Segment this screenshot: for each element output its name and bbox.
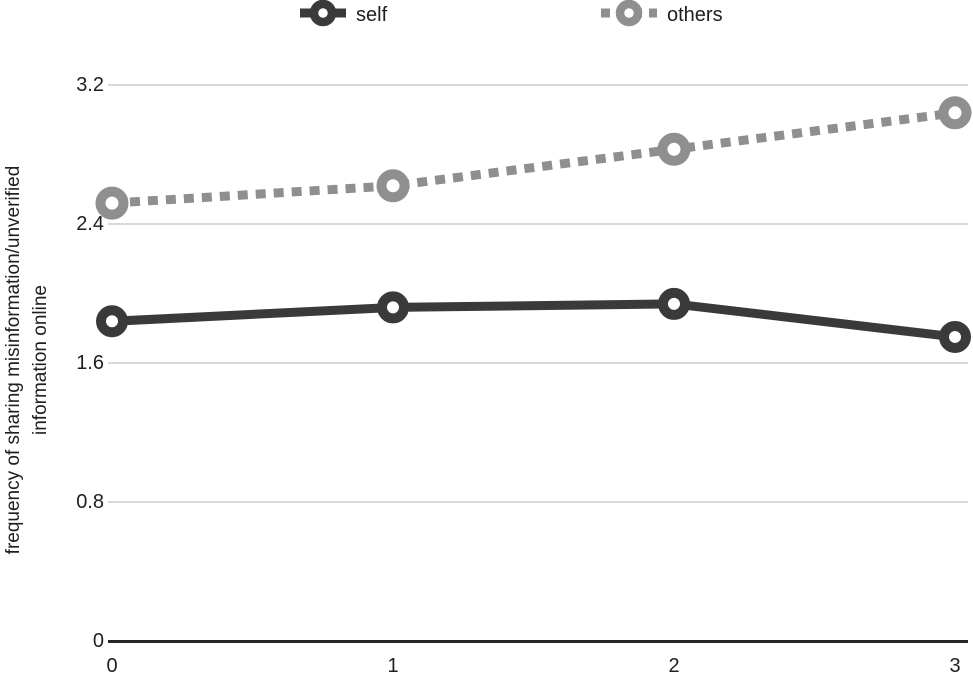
series-line-self [111,299,956,342]
marker-self-x1 [377,291,409,324]
marker-self-x2 [658,287,690,320]
gridline-1.6 [108,362,968,364]
gridline-0.8 [108,501,968,503]
x-axis-line [108,639,968,643]
marker-others-x3 [938,96,972,130]
x-tick-label-3: 3 [949,655,961,677]
marker-others-x2 [657,132,691,166]
x-tick-label-1: 1 [387,655,399,677]
legend-swatch-self-svg [300,0,346,26]
x-tick-label-0: 0 [106,655,118,677]
y-tick-label-0.8: 0.8 [76,491,104,513]
legend-label-self: self [356,4,388,26]
gridline-3.2 [108,84,968,86]
marker-self-x0 [96,305,128,338]
legend-swatch-others-line-marker [600,0,658,33]
y-tick-label-1.6: 1.6 [76,352,104,374]
x-tick-label-2: 2 [668,655,680,677]
y-tick-label-2.4: 2.4 [76,213,104,235]
y-tick-label-0: 0 [92,630,104,652]
legend-swatch-self-line-marker [299,0,347,33]
marker-others-x1 [376,169,410,203]
y-tick-label-3.2: 3.2 [76,74,104,96]
gridline-2.4 [108,223,968,225]
marker-others-x0 [95,186,129,220]
legend-swatch-others-svg [601,0,657,26]
legend-label-others: others [667,4,723,26]
series-line-others [111,108,956,208]
legend-item-others: others [600,0,723,30]
marker-self-x3 [939,320,971,353]
legend-item-self: self [299,0,387,30]
